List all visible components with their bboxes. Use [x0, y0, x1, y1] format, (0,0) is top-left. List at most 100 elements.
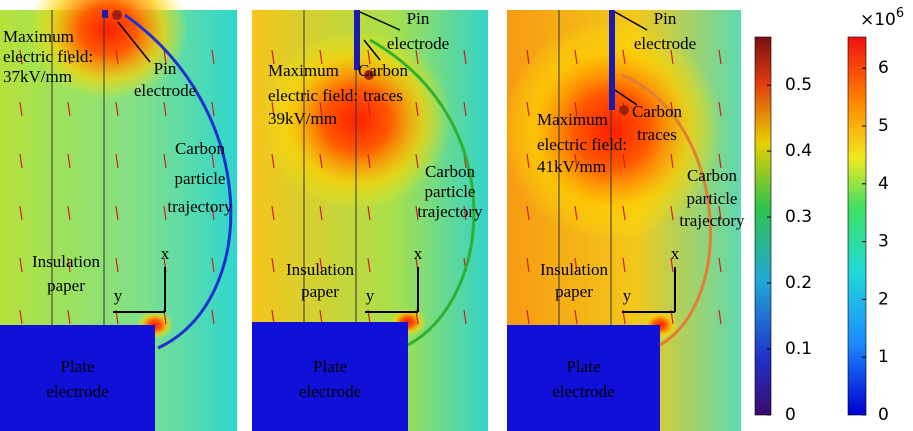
label-line: particle: [175, 169, 226, 188]
simulation-panel: Maximum electric field: 39kV/mm Pin electrod…: [252, 9, 488, 431]
tick-label: 3: [878, 232, 889, 252]
label-line: electrode: [299, 382, 361, 401]
field-arrow: [718, 257, 722, 273]
field-hotspot: [502, 20, 722, 240]
field-arrow: [67, 257, 71, 273]
field-arrow: [19, 153, 23, 169]
label-line: electric field:: [537, 135, 627, 154]
field-arrow: [115, 153, 119, 169]
colorbar: [847, 36, 867, 416]
label-line: particle: [687, 189, 738, 208]
label-line: electrode: [552, 382, 614, 401]
field-arrow: [574, 257, 578, 273]
field-arrow: [271, 49, 275, 65]
field-arrow: [463, 309, 467, 325]
axis-label: x: [671, 244, 680, 263]
label-line: paper: [301, 282, 339, 301]
field-arrow: [415, 49, 419, 65]
label-line: Pin: [154, 59, 177, 78]
pin-electrode: [102, 10, 108, 18]
field-arrow: [415, 101, 419, 117]
field-arrow: [463, 205, 467, 221]
pointer-arrow: [117, 21, 151, 63]
field-arrow: [526, 257, 530, 273]
pointer-arrow: [614, 11, 648, 31]
particle: [364, 70, 374, 80]
label-line: Pin: [407, 9, 430, 28]
label-line: electrode: [387, 34, 449, 53]
field-arrow: [271, 101, 275, 117]
plate-electrode: [507, 325, 660, 431]
field-hotspot: [262, 30, 452, 210]
field-arrow: [718, 205, 722, 221]
field-arrow: [19, 309, 23, 325]
field-arrow: [115, 49, 119, 65]
tick-label: 0: [878, 405, 889, 425]
field-arrow: [319, 49, 323, 65]
field-arrow: [319, 309, 323, 325]
label-line: Carbon: [632, 102, 683, 121]
label-line: paper: [555, 282, 593, 301]
field-arrow: [526, 205, 530, 221]
field-arrow: [718, 101, 722, 117]
tick-label: 0.1: [785, 339, 812, 359]
label-line: Plate: [313, 357, 347, 376]
pin-electrode: [609, 10, 615, 110]
simulation-panel: Maximum electric field: 41kV/mm Pin electrod…: [502, 9, 745, 431]
field-arrow: [526, 49, 530, 65]
field-hotspot: [28, 0, 188, 100]
field-arrow: [67, 309, 71, 325]
tick-label: 5: [878, 116, 889, 136]
field-arrow: [67, 101, 71, 117]
tick-label: 2: [878, 289, 889, 309]
field-arrow: [67, 205, 71, 221]
field-arrow: [319, 205, 323, 221]
field-arrow: [463, 49, 467, 65]
field-arrow: [526, 309, 530, 325]
field-arrow: [163, 101, 167, 117]
label-line: trajectory: [679, 211, 745, 230]
label-line: paper: [47, 276, 85, 295]
field-arrow: [115, 257, 119, 273]
field-arrow: [211, 205, 215, 221]
field-arrow: [19, 205, 23, 221]
label-line: Insulation: [540, 260, 608, 279]
plate-electrode: [0, 325, 155, 431]
label-line: electrode: [46, 382, 108, 401]
field-arrow: [622, 49, 626, 65]
field-arrow: [574, 101, 578, 117]
label-line: 37kV/mm: [3, 67, 72, 86]
axis-label: y: [366, 286, 375, 305]
field-arrow: [574, 49, 578, 65]
field-arrow: [211, 49, 215, 65]
field-arrow: [19, 257, 23, 273]
field-arrow: [115, 205, 119, 221]
field-arrow: [367, 49, 371, 65]
field-arrow: [670, 205, 674, 221]
label-line: Plate: [61, 357, 95, 376]
pointer-arrow: [363, 39, 381, 61]
field-arrow: [718, 49, 722, 65]
particle-trajectory: [621, 73, 712, 347]
field-arrow: [163, 153, 167, 169]
field-arrow: [574, 153, 578, 169]
field-arrow: [271, 257, 275, 273]
field-arrow: [271, 153, 275, 169]
label-line: Insulation: [286, 260, 354, 279]
field-arrow: [211, 101, 215, 117]
field-arrow: [622, 205, 626, 221]
pointer-arrow: [614, 89, 638, 106]
field-arrow: [367, 257, 371, 273]
field-arrow: [526, 101, 530, 117]
exponent-base: ×10: [860, 10, 896, 30]
tick-label: 0.2: [785, 273, 812, 293]
field-arrow: [574, 309, 578, 325]
field-arrow: [163, 205, 167, 221]
axis-label: x: [414, 244, 423, 263]
field-arrow: [19, 49, 23, 65]
tick-label: 6: [878, 58, 889, 78]
label-line: electric field:: [268, 86, 358, 105]
field-arrow: [211, 153, 215, 169]
